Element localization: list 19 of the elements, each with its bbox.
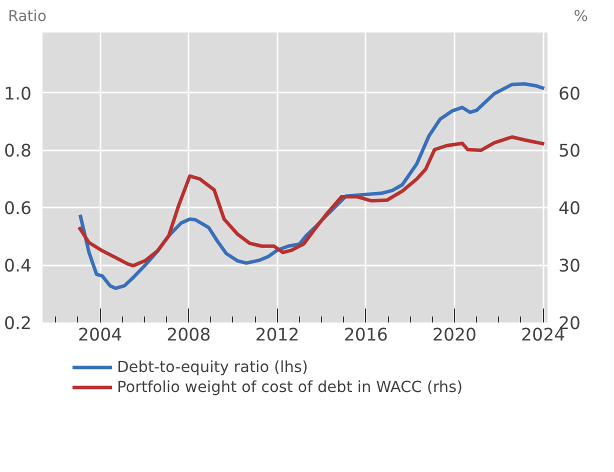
legend-label: Debt-to-equity ratio (lhs) <box>117 358 308 376</box>
x-tick-label: 2004 <box>78 326 122 346</box>
legend-label: Portfolio weight of cost of debt in WACC (rhs) <box>117 378 463 396</box>
x-tick-label: 2016 <box>344 326 388 346</box>
y2-tick-label: 40 <box>558 199 581 220</box>
x-tick-label: 2008 <box>166 326 211 346</box>
y-tick-label: 1.0 <box>4 84 32 104</box>
y-tick-label: 0.6 <box>4 199 32 220</box>
y2-axis-title: % <box>574 6 588 27</box>
y2-tick-label: 30 <box>558 256 581 277</box>
y-tick-label: 0.8 <box>4 142 32 162</box>
y2-tick-label: 60 <box>558 84 581 104</box>
y-tick-label: 0.2 <box>4 314 32 334</box>
line-series <box>77 135 546 268</box>
y-axis-title: Ratio <box>8 6 47 27</box>
x-tick-label: 2020 <box>432 326 477 346</box>
y2-tick-label: 50 <box>558 142 581 162</box>
x-tick-label: 2012 <box>255 326 300 346</box>
y-tick-label: 0.4 <box>4 256 32 277</box>
